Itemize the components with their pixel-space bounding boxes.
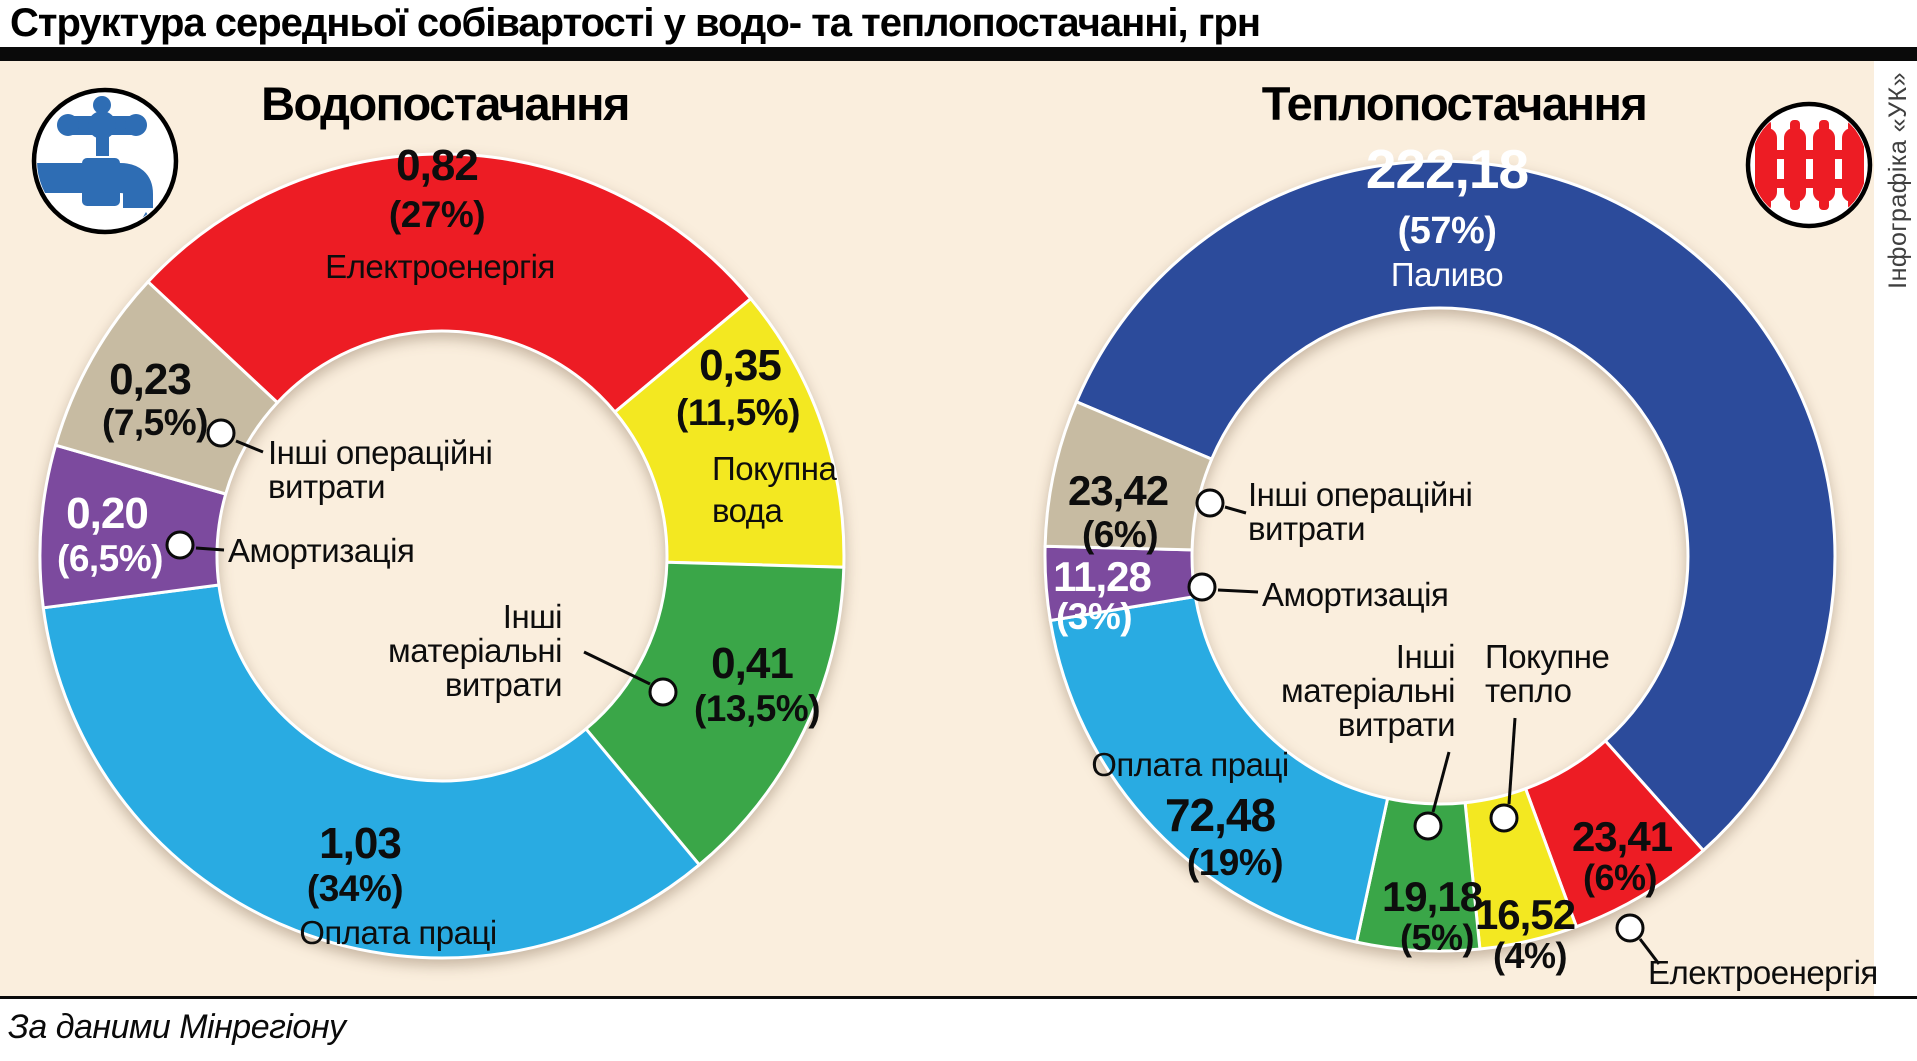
page-title: Структура середньої собівартості у водо-… bbox=[10, 1, 1261, 45]
segment-pct-label: (34%) bbox=[306, 868, 404, 909]
leader-dot-heat-other-operating bbox=[1195, 488, 1225, 518]
water-chart-title: Водопостачання bbox=[261, 77, 630, 130]
segment-pct-label: (7,5%) bbox=[102, 402, 208, 443]
leader-dot-heat-electricity bbox=[1615, 913, 1645, 943]
donut-segment-heat-4 bbox=[1048, 595, 1390, 944]
segment-value-label: 0,20 bbox=[66, 489, 149, 538]
segment-value-label: 72,48 bbox=[1164, 789, 1276, 841]
segment-value-label: 23,41 bbox=[1571, 813, 1673, 860]
leader-dot-heat-other-material bbox=[1413, 811, 1443, 841]
segment-name-label: Покупна bbox=[712, 450, 837, 487]
leader-line-water-amortization bbox=[195, 546, 225, 552]
segment-value-label: 0,23 bbox=[109, 355, 192, 404]
segment-value-label: 16,52 bbox=[1474, 891, 1576, 938]
donut-segment-water-0 bbox=[146, 152, 753, 414]
water-tap-icon bbox=[30, 86, 180, 236]
segment-pct-label: (6%) bbox=[1582, 857, 1658, 898]
segment-name-label: витрати bbox=[444, 666, 563, 703]
segment-pct-label: (11,5%) bbox=[675, 392, 801, 433]
segment-value-label: 11,28 bbox=[1053, 553, 1152, 600]
segment-value-label: 222,18 bbox=[1365, 138, 1529, 200]
segment-name-label: Інші операційні bbox=[268, 434, 493, 471]
leader-dot-water-amortization bbox=[165, 530, 195, 560]
segment-name-label: тепло bbox=[1485, 672, 1572, 709]
segment-name-label: Інші bbox=[1395, 638, 1456, 675]
leader-line-heat-purchased-heat bbox=[1507, 717, 1517, 805]
segment-pct-label: (19%) bbox=[1186, 842, 1284, 883]
segment-value-label: 23,42 bbox=[1067, 467, 1169, 514]
segment-name-label: Інші операційні bbox=[1248, 476, 1473, 513]
segment-name-label: Покупне bbox=[1485, 638, 1610, 675]
donut-segment-water-2 bbox=[584, 560, 846, 867]
donut-segment-heat-6 bbox=[1043, 400, 1214, 552]
segment-name-label: Оплата праці bbox=[299, 914, 497, 951]
segment-pct-label: (57%) bbox=[1397, 210, 1497, 252]
leader-dot-heat-amortization bbox=[1187, 572, 1217, 602]
segment-name-label: Інші bbox=[502, 598, 563, 635]
segment-pct-label: (6%) bbox=[1081, 514, 1159, 555]
bottom-rule bbox=[0, 996, 1917, 999]
segment-value-label: 0,82 bbox=[396, 141, 479, 190]
segment-pct-label: (6,5%) bbox=[57, 538, 163, 579]
segment-pct-label: (4%) bbox=[1492, 935, 1568, 976]
heat-donut bbox=[1043, 159, 1837, 953]
segment-name-label: витрати bbox=[268, 468, 386, 505]
segment-pct-label: (13,5%) bbox=[693, 688, 821, 729]
donut-segment-water-3 bbox=[41, 583, 701, 960]
segment-pct-label: (5%) bbox=[1399, 917, 1475, 958]
leader-line-heat-amortization bbox=[1217, 588, 1259, 594]
source-note: За даними Мінрегіону bbox=[8, 1008, 346, 1046]
segment-value-label: 0,35 bbox=[699, 341, 782, 390]
segment-name-label: вода bbox=[712, 492, 783, 529]
segment-name-label: Амортизація bbox=[228, 532, 415, 569]
segment-name-label: Амортизація bbox=[1262, 576, 1449, 613]
segment-name-label: матеріальні bbox=[1281, 672, 1455, 709]
segment-name-label: Електроенергія bbox=[1648, 954, 1878, 991]
leader-dot-heat-purchased-heat bbox=[1489, 803, 1519, 833]
leader-line-water-other-operating bbox=[235, 439, 264, 454]
segment-name-label: витрати bbox=[1248, 510, 1366, 547]
leader-line-heat-other-material bbox=[1431, 751, 1451, 813]
donut-segment-heat-0 bbox=[1074, 159, 1837, 852]
segment-value-label: 1,03 bbox=[319, 819, 402, 868]
segment-name-label: Паливо bbox=[1390, 256, 1504, 293]
segment-name-label: матеріальні bbox=[388, 632, 562, 669]
segment-name-label: Електроенергія bbox=[325, 248, 555, 285]
segment-name-label: Оплата праці bbox=[1091, 746, 1289, 783]
segment-value-label: 0,41 bbox=[711, 639, 794, 688]
segment-name-label: витрати bbox=[1337, 706, 1456, 743]
title-divider-bar bbox=[0, 47, 1917, 61]
segment-value-label: 19,18 bbox=[1381, 873, 1483, 920]
credit-vertical: Інфографіка «УК» bbox=[1884, 72, 1912, 289]
radiator-icon bbox=[1744, 100, 1874, 230]
segment-pct-label: (27%) bbox=[388, 194, 486, 235]
leader-dot-water-other-operating bbox=[206, 418, 236, 448]
segment-pct-label: (3%) bbox=[1055, 596, 1133, 637]
leader-dot-water-other-material bbox=[648, 677, 678, 707]
leader-line-heat-electricity bbox=[1638, 938, 1661, 965]
leader-line-heat-other-operating bbox=[1224, 505, 1247, 515]
leader-line-water-other-material bbox=[583, 650, 651, 686]
heat-chart-title: Теплопостачання bbox=[1261, 77, 1648, 130]
